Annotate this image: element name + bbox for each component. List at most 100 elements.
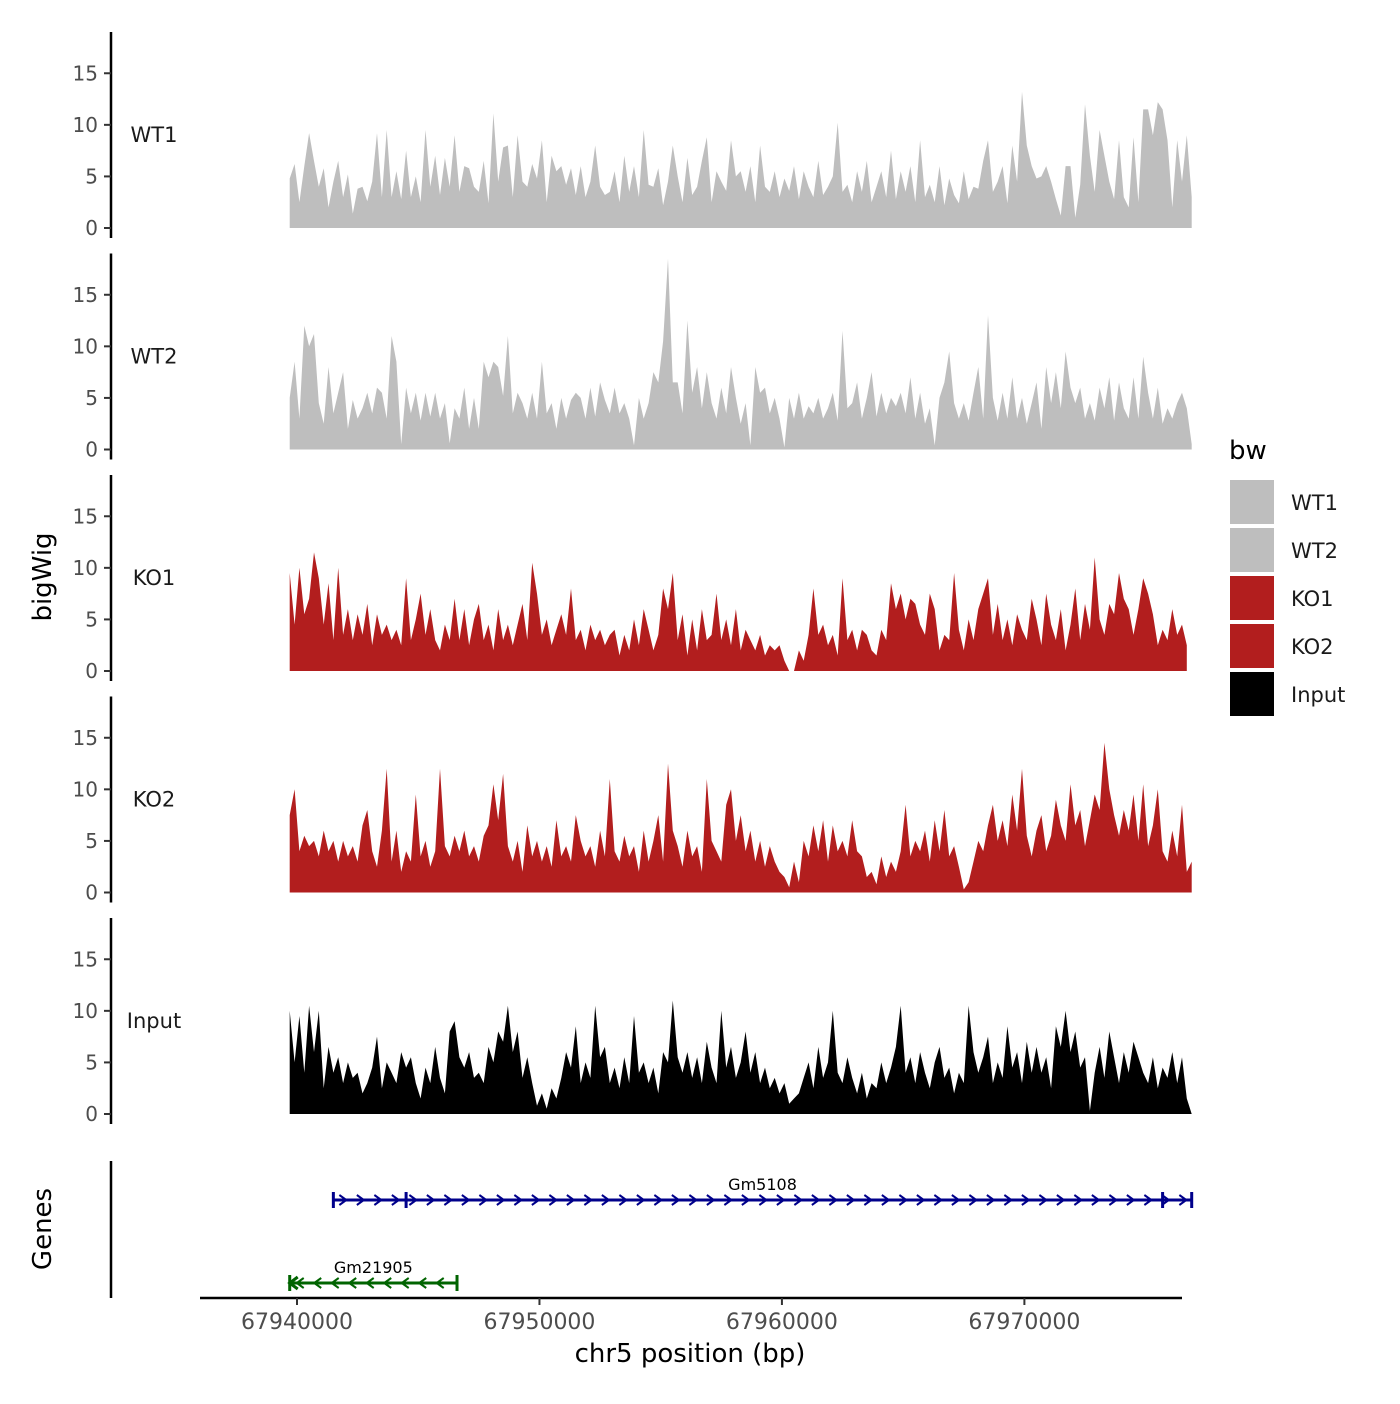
legend-swatch-wt2 [1230, 528, 1274, 572]
strand-chevron [1143, 1194, 1154, 1206]
legend-label-ko1: KO1 [1291, 587, 1334, 611]
y-tick-label: 5 [85, 607, 98, 631]
strand-chevron [347, 1277, 357, 1289]
y-tick-label: 15 [73, 61, 98, 85]
strand-chevron [828, 1194, 839, 1206]
strand-chevron [531, 1194, 541, 1206]
strand-chevron [426, 1194, 436, 1206]
strand-chevron [513, 1194, 524, 1206]
y-tick-label: 5 [85, 829, 98, 853]
strand-chevron [618, 1194, 629, 1206]
strand-chevron [1108, 1194, 1119, 1206]
legend-label-ko2: KO2 [1291, 635, 1334, 659]
track-panel-ko1: 0 5 10 15 KO1 [73, 475, 1187, 683]
y-tick-label: 5 [85, 1050, 98, 1074]
strand-chevron [601, 1194, 611, 1206]
tracks-layer: 0 5 10 15 WT1 0 5 10 15 WT2 0 5 10 15 KO1 0 5 10 15 KO2 0 5 10… [73, 32, 1192, 1126]
track-panel-wt2: 0 5 10 15 WT2 [73, 253, 1192, 462]
legend-title: bw [1229, 436, 1267, 466]
legend-label-wt2: WT2 [1291, 539, 1338, 563]
gene-label: Gm5108 [728, 1175, 797, 1194]
gene-gm5108: Gm5108 [331, 1175, 1194, 1208]
strand-chevron [793, 1194, 804, 1206]
strand-chevron [1038, 1194, 1049, 1206]
x-tick-label: 67950000 [483, 1310, 595, 1335]
y-tick-label: 0 [85, 438, 98, 462]
y-tick-label: 5 [85, 164, 98, 188]
strand-chevron [478, 1194, 489, 1206]
strand-chevron [951, 1194, 961, 1206]
strand-chevron [671, 1194, 681, 1206]
strand-chevron [881, 1194, 891, 1206]
strand-chevron [399, 1277, 410, 1289]
strand-chevron [294, 1277, 305, 1289]
y-tick-label: 10 [73, 777, 98, 801]
track-panel-ko2: 0 5 10 15 KO2 [73, 696, 1192, 905]
strand-chevron [723, 1194, 734, 1206]
genes-axis-title: Genes [28, 1188, 58, 1270]
coverage-area-ko1 [289, 552, 1187, 671]
strand-chevron [986, 1194, 996, 1206]
strand-chevron [461, 1194, 471, 1206]
strand-chevron [1073, 1194, 1084, 1206]
strand-chevron [898, 1194, 909, 1206]
gene-gm21905: Gm21905 [287, 1258, 459, 1291]
track-panel-wt1: 0 5 10 15 WT1 [73, 32, 1192, 240]
track-label: WT1 [131, 123, 178, 147]
y-tick-label: 0 [85, 659, 98, 683]
strand-chevron [1178, 1194, 1189, 1206]
y-tick-label: 10 [73, 334, 98, 358]
strand-chevron [312, 1277, 322, 1289]
strand-chevron [338, 1194, 349, 1206]
strand-chevron [863, 1194, 874, 1206]
coverage-area-ko2 [289, 742, 1192, 893]
strand-chevron [408, 1194, 419, 1206]
legend: bw WT1 WT2 KO1 KO2 Input [1229, 436, 1345, 716]
strand-chevron [566, 1194, 576, 1206]
track-label: KO1 [133, 566, 176, 590]
y-axis-title: bigWig [28, 532, 58, 621]
strand-chevron [636, 1194, 646, 1206]
track-panel-input: 0 5 10 15 Input [73, 918, 1192, 1126]
legend-swatch-wt1 [1230, 480, 1274, 524]
strand-chevron [1126, 1194, 1136, 1206]
strand-chevron [382, 1277, 392, 1289]
y-tick-label: 0 [85, 881, 98, 905]
strand-chevron [373, 1194, 384, 1206]
strand-chevron [1003, 1194, 1014, 1206]
legend-label-input: Input [1291, 683, 1345, 707]
strand-chevron [434, 1277, 445, 1289]
strand-chevron [933, 1194, 944, 1206]
strand-chevron [548, 1194, 559, 1206]
strand-chevron [364, 1277, 375, 1289]
y-tick-label: 15 [73, 504, 98, 528]
track-label: Input [127, 1009, 181, 1033]
strand-chevron [1056, 1194, 1066, 1206]
strand-chevron [776, 1194, 786, 1206]
y-tick-label: 0 [85, 1102, 98, 1126]
genes-layer: Gm5108 Gm21905 [109, 1161, 1194, 1298]
y-tick-label: 10 [73, 113, 98, 137]
strand-chevron [391, 1194, 401, 1206]
y-tick-label: 15 [73, 283, 98, 307]
strand-chevron [688, 1194, 699, 1206]
x-tick-label: 67960000 [726, 1310, 838, 1335]
y-tick-label: 10 [73, 999, 98, 1023]
y-tick-label: 5 [85, 386, 98, 410]
gene-label: Gm21905 [334, 1258, 413, 1277]
strand-chevron [443, 1194, 454, 1206]
strand-chevron [417, 1277, 427, 1289]
strand-chevron [916, 1194, 926, 1206]
y-tick-label: 0 [85, 216, 98, 240]
strand-chevron [583, 1194, 594, 1206]
strand-chevron [811, 1194, 821, 1206]
strand-chevron [1091, 1194, 1101, 1206]
strand-chevron [706, 1194, 716, 1206]
strand-chevron [741, 1194, 751, 1206]
legend-swatch-ko1 [1230, 576, 1274, 620]
strand-chevron [1021, 1194, 1031, 1206]
coverage-area-input [289, 1000, 1192, 1114]
coverage-area-wt2 [289, 258, 1192, 450]
